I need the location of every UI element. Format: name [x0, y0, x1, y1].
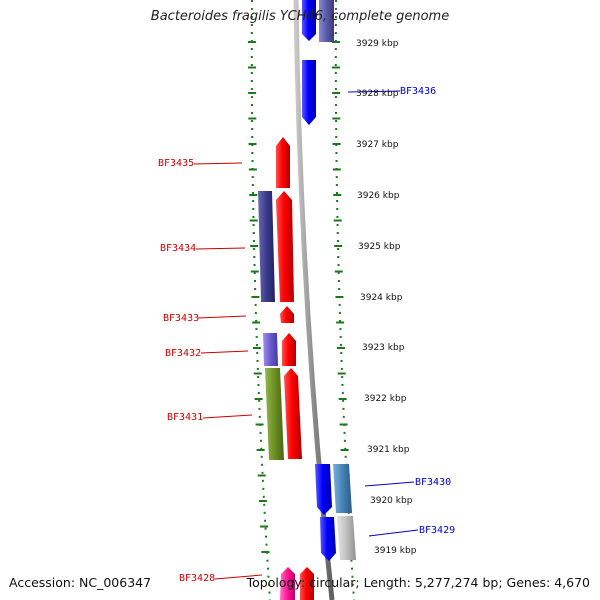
- gene-label-bf3428[interactable]: BF3428: [179, 573, 215, 584]
- gene-arrow[interactable]: [258, 191, 275, 302]
- gene-label-bf3433[interactable]: BF3433: [163, 313, 199, 324]
- gene-arrow[interactable]: [319, 0, 334, 42]
- gene-arrow[interactable]: [276, 191, 294, 302]
- gene-label-bf3434[interactable]: BF3434: [160, 243, 196, 254]
- gene-arrow[interactable]: [315, 464, 332, 515]
- gene-arrow[interactable]: [284, 368, 302, 459]
- kbp-labels: 3929 kbp 3928 kbp 3927 kbp 3926 kbp 3925…: [356, 39, 417, 556]
- gene-arrow[interactable]: [337, 516, 356, 560]
- kbp-label: 3929 kbp: [356, 39, 399, 49]
- genome-title: Bacteroides fragilis YCH46, complete gen…: [150, 9, 450, 24]
- gene-label-bf3435[interactable]: BF3435: [158, 158, 194, 169]
- gene-features: [258, 0, 356, 600]
- accession-text: Accession: NC_006347: [9, 575, 152, 590]
- kbp-label: 3928 kbp: [356, 89, 399, 99]
- gene-arrow[interactable]: [302, 60, 316, 125]
- label-leaders: [193, 90, 419, 580]
- gene-arrow[interactable]: [320, 517, 336, 561]
- gene-label-bf3432[interactable]: BF3432: [165, 348, 201, 359]
- kbp-label: 3921 kbp: [367, 445, 410, 455]
- gene-label-bf3430[interactable]: BF3430: [415, 477, 451, 488]
- kbp-label: 3925 kbp: [358, 242, 401, 252]
- genome-summary-text: Topology: circular; Length: 5,277,274 bp…: [246, 575, 590, 590]
- kbp-label: 3922 kbp: [364, 394, 407, 404]
- kbp-label: 3924 kbp: [360, 293, 403, 303]
- gene-arrow[interactable]: [276, 137, 290, 188]
- kbp-label: 3926 kbp: [357, 191, 400, 201]
- gene-arrow[interactable]: [263, 333, 278, 366]
- genome-backbone: [293, 0, 335, 600]
- kbp-label: 3927 kbp: [356, 140, 399, 150]
- gene-arrow[interactable]: [265, 368, 284, 460]
- gene-labels: BF3436 BF3435 BF3434 BF3433 BF3432 BF343…: [158, 86, 455, 584]
- gene-arrow[interactable]: [282, 333, 296, 366]
- gene-label-bf3436[interactable]: BF3436: [400, 86, 436, 97]
- gene-label-bf3431[interactable]: BF3431: [167, 412, 203, 423]
- kbp-label: 3920 kbp: [370, 496, 413, 506]
- gene-arrow[interactable]: [300, 567, 314, 600]
- gene-arrow[interactable]: [302, 0, 316, 41]
- gene-arrow[interactable]: [280, 567, 295, 600]
- kbp-label: 3923 kbp: [362, 343, 405, 353]
- gene-arrow[interactable]: [280, 306, 294, 323]
- kbp-label: 3919 kbp: [374, 546, 417, 556]
- gene-label-bf3429[interactable]: BF3429: [419, 525, 455, 536]
- gene-arrow[interactable]: [333, 464, 352, 513]
